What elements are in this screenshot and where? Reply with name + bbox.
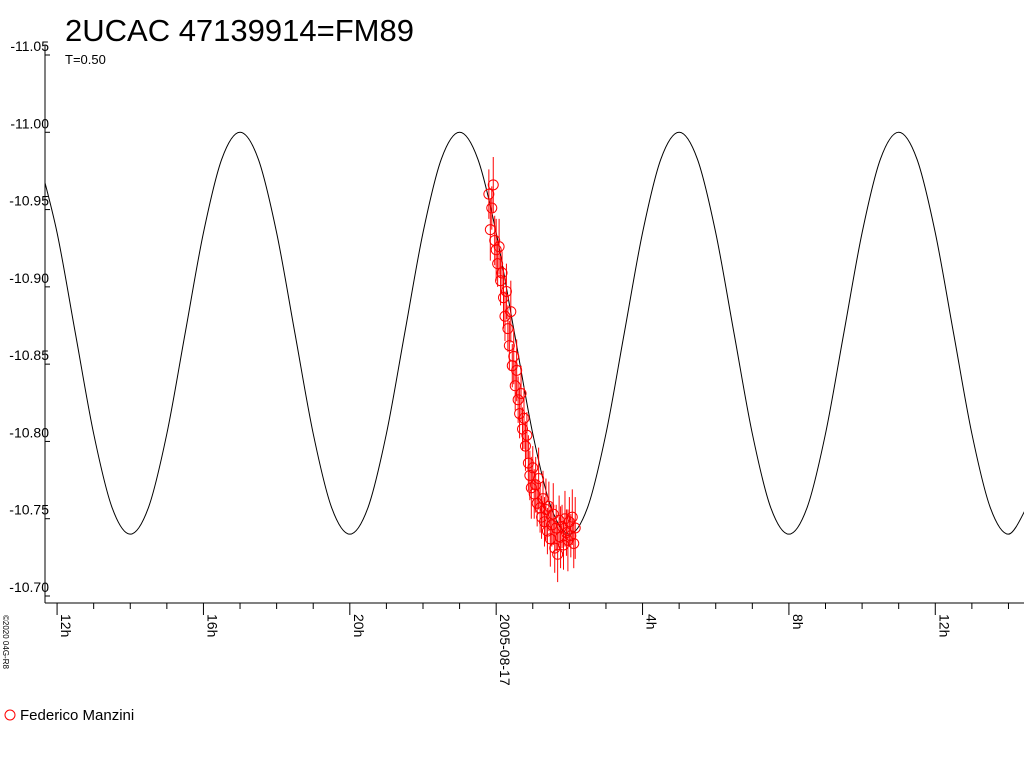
data-point [566,511,578,523]
data-point [509,380,521,392]
x-tick-label: 4h [644,614,660,630]
x-tick-label: 16h [204,614,220,637]
data-point [515,388,527,400]
data-point [537,493,549,505]
y-tick-label: -10.85 [9,347,49,363]
data-point [500,285,512,297]
data-point [519,440,531,452]
x-tick-label: 8h [790,614,806,630]
y-tick-label: -10.95 [9,193,49,209]
x-tick-label: 2005-08-17 [497,614,513,686]
data-point [496,267,508,279]
plot-area [45,131,1024,583]
data-point [492,258,504,270]
y-tick-label: -10.80 [9,424,49,440]
y-tick-label: -11.05 [10,38,49,54]
data-point [530,479,542,491]
data-point [495,275,507,287]
data-point [503,340,515,352]
x-tick-label: 12h [936,614,952,637]
data-point [547,508,559,520]
legend-marker [4,709,16,721]
data-point [569,522,581,534]
data-point [552,548,564,560]
data-point [550,522,562,534]
y-tick-label: -10.90 [9,270,49,286]
data-point [568,537,580,549]
data-point [512,394,524,406]
y-tick-label: -10.75 [9,502,49,518]
data-point [511,364,523,376]
data-point [483,188,495,200]
x-tick-label: 20h [351,614,367,637]
data-point [533,473,545,485]
y-tick-label: -10.70 [9,579,49,595]
data-point [527,462,539,474]
data-point [518,412,530,424]
data-point [508,350,520,362]
data-point [493,241,505,253]
data-point [484,224,496,236]
chart-subtitle: T=0.50 [65,52,106,67]
copyright: ©2020 04G-R8 [1,615,10,669]
data-point [497,292,509,304]
data-point [505,306,517,318]
x-tick-label: 12h [58,614,74,637]
y-tick-label: -11.00 [10,115,49,131]
data-point [486,202,498,214]
data-point [490,244,502,256]
model-curve [45,131,1024,535]
data-point [487,179,499,191]
chart-title: 2UCAC 47139914=FM89 [65,13,414,48]
data-point [521,429,533,441]
data-point [502,323,514,335]
legend-label: Federico Manzini [20,707,134,724]
